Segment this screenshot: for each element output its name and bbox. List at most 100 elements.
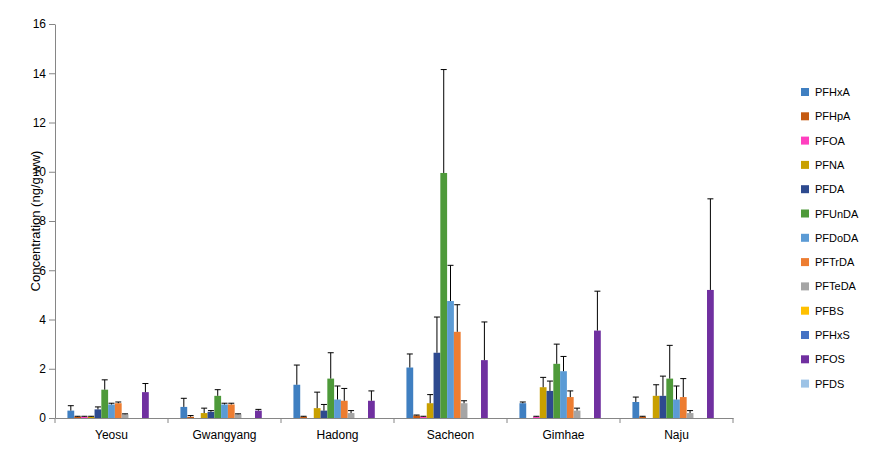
error-bar-line — [323, 404, 324, 410]
error-bar-cap — [441, 69, 447, 70]
bar — [368, 401, 375, 418]
error-bar — [594, 291, 600, 330]
error-bar-cap — [348, 410, 354, 411]
error-bar-cap — [328, 352, 334, 353]
legend-item: PFHxS — [801, 329, 850, 341]
error-bar-cap — [481, 321, 487, 322]
legend-item: PFBS — [801, 305, 844, 317]
plot: 0246810121416YeosuGwangyangHadongSacheon… — [33, 17, 734, 441]
legend-label: PFDA — [815, 183, 845, 195]
error-bar-cap — [142, 383, 148, 384]
error-bar — [341, 388, 347, 400]
legend-label: PFTrDA — [815, 256, 855, 268]
error-bar — [660, 376, 666, 396]
legend-swatch — [801, 331, 809, 339]
series — [101, 70, 673, 418]
x-separator — [55, 418, 56, 423]
error-bar-cap — [222, 403, 228, 404]
y-tick-mark — [49, 123, 55, 124]
y-tick-mark — [49, 221, 55, 222]
error-bar — [441, 70, 447, 173]
legend-item: PFHpA — [801, 110, 851, 122]
y-tick-mark — [49, 418, 55, 419]
bar — [533, 417, 540, 418]
legend-label: PFBS — [815, 305, 844, 317]
bar — [666, 379, 673, 418]
x-separators — [55, 418, 733, 423]
y-tick-mark — [49, 172, 55, 173]
bar — [454, 332, 461, 418]
error-bar-cap — [294, 365, 300, 366]
y-tick: 12 — [33, 116, 55, 130]
y-tick: 14 — [33, 67, 55, 81]
error-bar-cap — [335, 385, 341, 386]
error-bar — [102, 380, 108, 390]
error-bar-line — [570, 391, 571, 397]
legend-item: PFHxA — [801, 86, 851, 98]
error-bar-cap — [520, 401, 526, 402]
error-bar — [228, 403, 234, 404]
error-bar-line — [543, 377, 544, 387]
error-bar-line — [484, 322, 485, 360]
error-bar-cap — [314, 392, 320, 393]
chart: 0246810121416YeosuGwangyangHadongSacheon… — [0, 0, 878, 472]
legend-item: PFTrDA — [801, 256, 855, 268]
error-bar-cap — [454, 304, 460, 305]
bar — [413, 416, 420, 418]
bar — [348, 413, 355, 418]
error-bar-cap — [109, 403, 115, 404]
bar — [314, 408, 321, 418]
bar — [406, 368, 413, 418]
bar — [88, 417, 95, 418]
error-bar-cap — [215, 389, 221, 390]
legend-label: PFOS — [815, 353, 845, 365]
error-bar — [188, 416, 194, 417]
error-bar — [414, 415, 420, 416]
error-bar — [75, 416, 81, 417]
bar — [481, 360, 488, 418]
bar — [300, 417, 307, 418]
error-bar — [255, 409, 261, 410]
x-separator — [281, 418, 282, 423]
error-bar — [68, 406, 74, 411]
series — [122, 401, 694, 418]
bar — [201, 413, 208, 418]
legend-label: PFNA — [815, 159, 845, 171]
series — [108, 265, 680, 418]
error-bar — [687, 411, 693, 413]
error-bar-cap — [533, 416, 539, 417]
error-bar-line — [204, 408, 205, 413]
error-bar — [328, 353, 334, 379]
error-bar-line — [549, 381, 550, 391]
error-bar-line — [330, 353, 331, 379]
bar — [447, 301, 454, 418]
bar — [461, 403, 468, 418]
error-bar-line — [563, 356, 564, 371]
bar — [255, 411, 262, 418]
series — [67, 354, 639, 418]
bar — [235, 414, 242, 418]
error-bar-line — [104, 380, 105, 390]
error-bar-cap — [102, 379, 108, 380]
bar — [180, 407, 187, 418]
error-bar — [481, 322, 487, 360]
error-bar-line — [183, 398, 184, 407]
error-bar-line — [317, 392, 318, 408]
error-bar-line — [656, 385, 657, 396]
bar — [74, 417, 81, 418]
error-bar-cap — [680, 378, 686, 379]
bar — [632, 402, 639, 418]
error-bar-cap — [687, 410, 693, 411]
series — [95, 317, 667, 418]
error-bar-cap — [95, 406, 101, 407]
error-bar — [448, 265, 454, 301]
error-bar-line — [450, 265, 451, 301]
error-bar-cap — [68, 405, 74, 406]
legend-label: PFDS — [815, 378, 844, 390]
error-bar-cap — [75, 416, 81, 417]
y-tick-mark — [49, 270, 55, 271]
error-bar-line — [683, 379, 684, 397]
error-bar-cap — [640, 416, 646, 417]
error-bar — [115, 402, 121, 403]
error-bar-line — [669, 345, 670, 378]
